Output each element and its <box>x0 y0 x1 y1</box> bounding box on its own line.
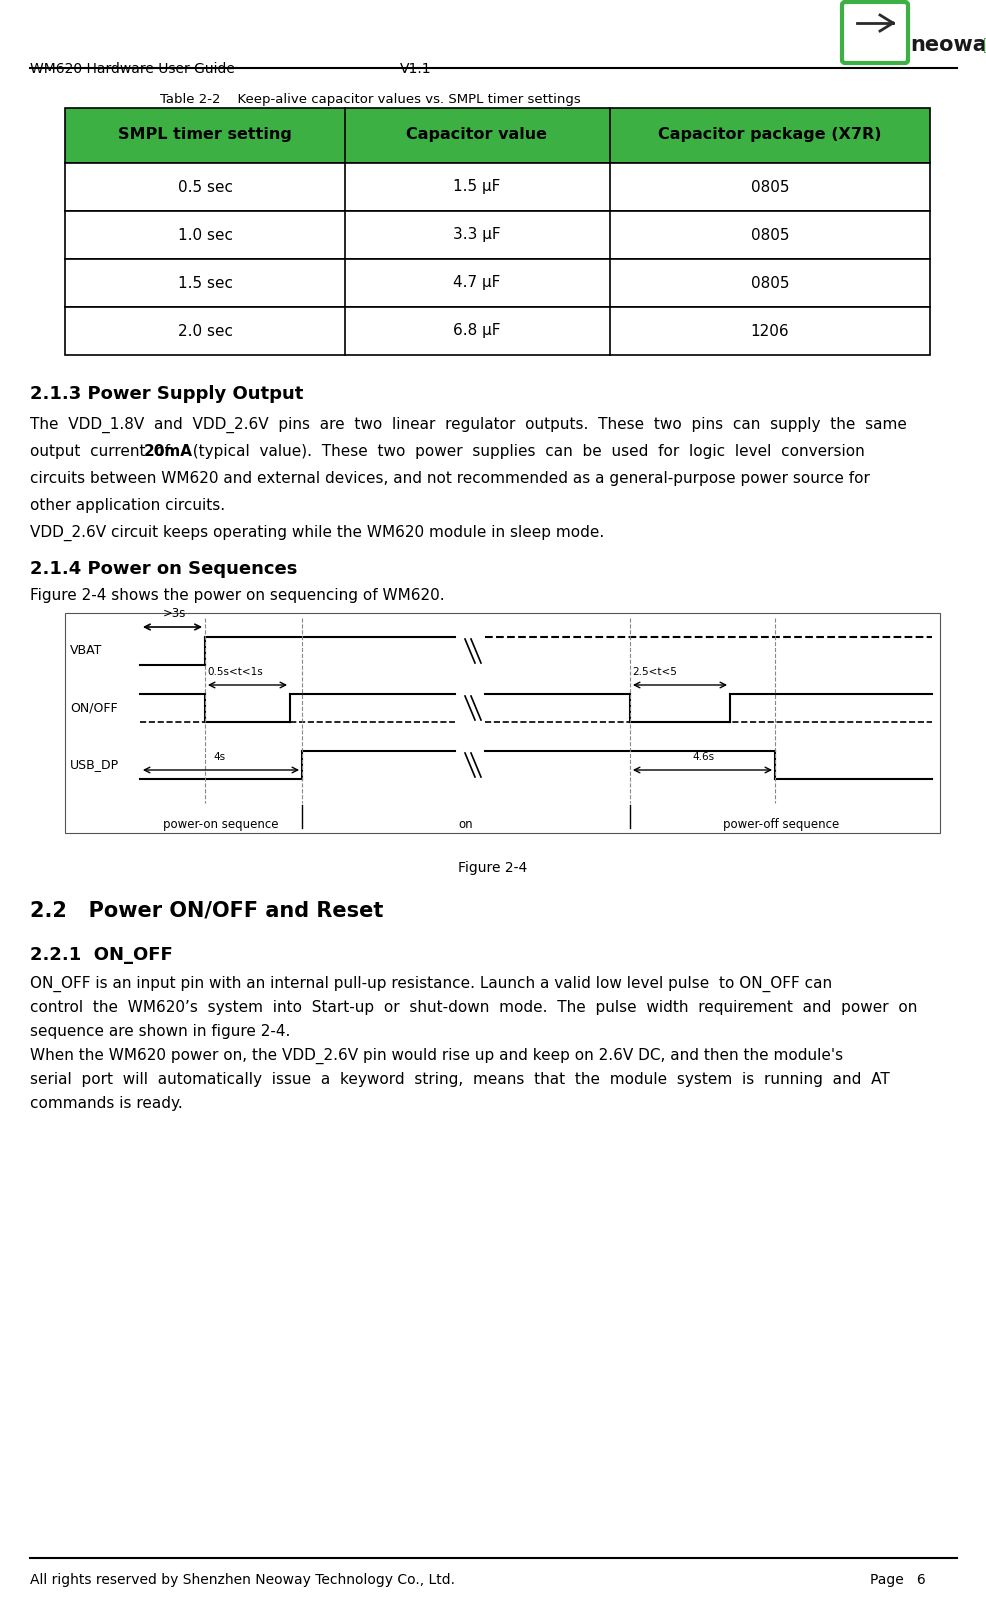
Text: V1.1: V1.1 <box>399 62 431 77</box>
Text: 1.5 μF: 1.5 μF <box>453 179 500 195</box>
Text: 2.1.4 Power on Sequences: 2.1.4 Power on Sequences <box>30 561 297 578</box>
Text: Capacitor package (X7R): Capacitor package (X7R) <box>658 128 880 142</box>
Text: output  current  of: output current of <box>30 444 179 458</box>
Text: 1.0 sec: 1.0 sec <box>177 227 233 243</box>
Text: The  VDD_1.8V  and  VDD_2.6V  pins  are  two  linear  regulator  outputs.  These: The VDD_1.8V and VDD_2.6V pins are two l… <box>30 417 906 433</box>
Text: 2.2   Power ON/OFF and Reset: 2.2 Power ON/OFF and Reset <box>30 901 383 921</box>
Text: on: on <box>458 818 473 830</box>
Text: VBAT: VBAT <box>70 645 103 658</box>
Text: SMPL timer setting: SMPL timer setting <box>118 128 292 142</box>
Bar <box>65 211 929 259</box>
Text: 0805: 0805 <box>750 276 789 291</box>
Text: 2.0 sec: 2.0 sec <box>177 324 233 339</box>
Text: 4.6s: 4.6s <box>691 752 714 762</box>
Text: 2.2.1  ON_OFF: 2.2.1 ON_OFF <box>30 945 173 965</box>
Text: commands is ready.: commands is ready. <box>30 1096 182 1112</box>
Text: Page   6: Page 6 <box>869 1573 925 1587</box>
Text: Figure 2-4: Figure 2-4 <box>458 861 528 875</box>
Text: other application circuits.: other application circuits. <box>30 498 225 513</box>
Text: 1206: 1206 <box>750 324 789 339</box>
Text: power-on sequence: power-on sequence <box>163 818 278 830</box>
Text: 2.5<t<5: 2.5<t<5 <box>631 668 676 677</box>
FancyBboxPatch shape <box>841 2 907 62</box>
Text: WM620 Hardware User Guide: WM620 Hardware User Guide <box>30 62 235 77</box>
Text: 20mA: 20mA <box>144 444 193 458</box>
Bar <box>65 307 929 355</box>
Bar <box>65 259 929 307</box>
Text: 2.1.3 Power Supply Output: 2.1.3 Power Supply Output <box>30 385 303 402</box>
Text: 0805: 0805 <box>750 179 789 195</box>
Text: ON/OFF: ON/OFF <box>70 701 117 714</box>
Text: USB_DP: USB_DP <box>70 759 119 771</box>
Text: 4s: 4s <box>213 752 225 762</box>
Text: 4.7 μF: 4.7 μF <box>453 276 500 291</box>
Text: 0.5s<t<1s: 0.5s<t<1s <box>207 668 262 677</box>
Text: ON_OFF is an input pin with an internal pull-up resistance. Launch a valid low l: ON_OFF is an input pin with an internal … <box>30 976 831 992</box>
Text: control  the  WM620’s  system  into  Start-up  or  shut-down  mode.  The  pulse : control the WM620’s system into Start-up… <box>30 1000 916 1016</box>
Text: >3s: >3s <box>163 607 185 620</box>
Text: neoway: neoway <box>909 35 986 54</box>
Text: (typical  value).  These  two  power  supplies  can  be  used  for  logic  level: (typical value). These two power supplie… <box>182 444 864 458</box>
Text: 6.8 μF: 6.8 μF <box>453 324 500 339</box>
Bar <box>65 109 929 163</box>
Text: Capacitor value: Capacitor value <box>406 128 547 142</box>
Text: Figure 2-4 shows the power on sequencing of WM620.: Figure 2-4 shows the power on sequencing… <box>30 588 444 604</box>
Text: When the WM620 power on, the VDD_2.6V pin would rise up and keep on 2.6V DC, and: When the WM620 power on, the VDD_2.6V pi… <box>30 1048 842 1064</box>
Text: 3.3 μF: 3.3 μF <box>453 227 500 243</box>
Text: sequence are shown in figure 2-4.: sequence are shown in figure 2-4. <box>30 1024 290 1040</box>
Text: All rights reserved by Shenzhen Neoway Technology Co., Ltd.: All rights reserved by Shenzhen Neoway T… <box>30 1573 455 1587</box>
Text: Table 2-2    Keep-alive capacitor values vs. SMPL timer settings: Table 2-2 Keep-alive capacitor values vs… <box>160 93 580 105</box>
Bar <box>65 163 929 211</box>
Text: 1.5 sec: 1.5 sec <box>177 276 233 291</box>
Text: 0805: 0805 <box>750 227 789 243</box>
Bar <box>65 613 939 834</box>
Text: VDD_2.6V circuit keeps operating while the WM620 module in sleep mode.: VDD_2.6V circuit keeps operating while t… <box>30 525 603 541</box>
Text: circuits between WM620 and external devices, and not recommended as a general-pu: circuits between WM620 and external devi… <box>30 471 869 485</box>
Text: 0.5 sec: 0.5 sec <box>177 179 233 195</box>
Text: 有方: 有方 <box>977 37 986 54</box>
Text: power-off sequence: power-off sequence <box>722 818 838 830</box>
Text: serial  port  will  automatically  issue  a  keyword  string,  means  that  the : serial port will automatically issue a k… <box>30 1072 888 1088</box>
